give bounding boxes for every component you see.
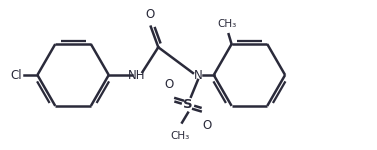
Text: CH₃: CH₃ — [170, 131, 190, 141]
Text: N: N — [193, 69, 202, 81]
Text: NH: NH — [128, 69, 145, 81]
Text: O: O — [202, 119, 211, 132]
Text: O: O — [146, 9, 155, 21]
Text: CH₃: CH₃ — [217, 19, 236, 29]
Text: O: O — [164, 78, 174, 91]
Text: S: S — [183, 98, 193, 111]
Text: Cl: Cl — [10, 69, 21, 81]
